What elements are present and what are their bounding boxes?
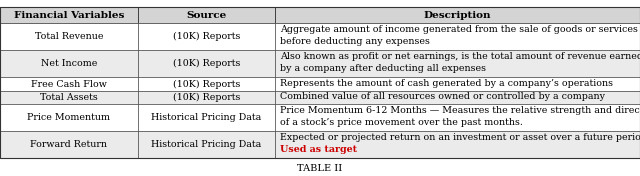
Text: (10K) Reports: (10K) Reports bbox=[173, 93, 240, 102]
Bar bbox=[138, 131, 275, 158]
Bar bbox=[0, 131, 138, 158]
Text: (10K) Reports: (10K) Reports bbox=[173, 80, 240, 89]
Text: Free Cash Flow: Free Cash Flow bbox=[31, 80, 107, 89]
Text: Aggregate amount of income generated from the sale of goods or services: Aggregate amount of income generated fro… bbox=[280, 25, 638, 34]
Text: Description: Description bbox=[424, 11, 492, 20]
Text: Historical Pricing Data: Historical Pricing Data bbox=[151, 113, 262, 122]
Text: Price Momentum: Price Momentum bbox=[28, 113, 110, 122]
Text: Combined value of all resources owned or controlled by a company: Combined value of all resources owned or… bbox=[280, 92, 605, 101]
Bar bbox=[0, 7, 640, 158]
Bar bbox=[138, 7, 275, 23]
Text: Forward Return: Forward Return bbox=[30, 140, 108, 149]
Bar bbox=[138, 91, 275, 104]
Bar bbox=[275, 104, 640, 131]
Text: Also known as profit or net earnings, is the total amount of revenue earned: Also known as profit or net earnings, is… bbox=[280, 52, 640, 61]
Bar bbox=[275, 50, 640, 77]
Text: Source: Source bbox=[186, 11, 227, 20]
Bar bbox=[0, 91, 138, 104]
Bar bbox=[275, 91, 640, 104]
Text: Price Momentum 6-12 Months — Measures the relative strength and direction: Price Momentum 6-12 Months — Measures th… bbox=[280, 106, 640, 115]
Text: Total Revenue: Total Revenue bbox=[35, 32, 103, 41]
Bar bbox=[0, 104, 138, 131]
Text: TABLE II: TABLE II bbox=[298, 164, 342, 174]
Text: Total Assets: Total Assets bbox=[40, 93, 98, 102]
Text: (10K) Reports: (10K) Reports bbox=[173, 59, 240, 68]
Bar bbox=[275, 77, 640, 91]
Bar bbox=[275, 131, 640, 158]
Text: before deducting any expenses: before deducting any expenses bbox=[280, 37, 430, 46]
Bar bbox=[275, 23, 640, 50]
Text: Expected or projected return on an investment or asset over a future period.: Expected or projected return on an inves… bbox=[280, 133, 640, 142]
Text: (10K) Reports: (10K) Reports bbox=[173, 32, 240, 41]
Bar bbox=[0, 77, 138, 91]
Text: Historical Pricing Data: Historical Pricing Data bbox=[151, 140, 262, 149]
Bar bbox=[138, 50, 275, 77]
Text: Net Income: Net Income bbox=[40, 59, 97, 68]
Bar bbox=[138, 104, 275, 131]
Text: Represents the amount of cash generated by a company’s operations: Represents the amount of cash generated … bbox=[280, 79, 613, 88]
Text: Financial Variables: Financial Variables bbox=[13, 11, 124, 20]
Bar bbox=[275, 7, 640, 23]
Bar bbox=[0, 7, 138, 23]
Text: of a stock’s price movement over the past months.: of a stock’s price movement over the pas… bbox=[280, 118, 523, 127]
Bar bbox=[0, 23, 138, 50]
Bar bbox=[138, 77, 275, 91]
Bar bbox=[0, 50, 138, 77]
Text: Used as target: Used as target bbox=[280, 145, 358, 154]
Text: by a company after deducting all expenses: by a company after deducting all expense… bbox=[280, 64, 486, 73]
Bar bbox=[138, 23, 275, 50]
